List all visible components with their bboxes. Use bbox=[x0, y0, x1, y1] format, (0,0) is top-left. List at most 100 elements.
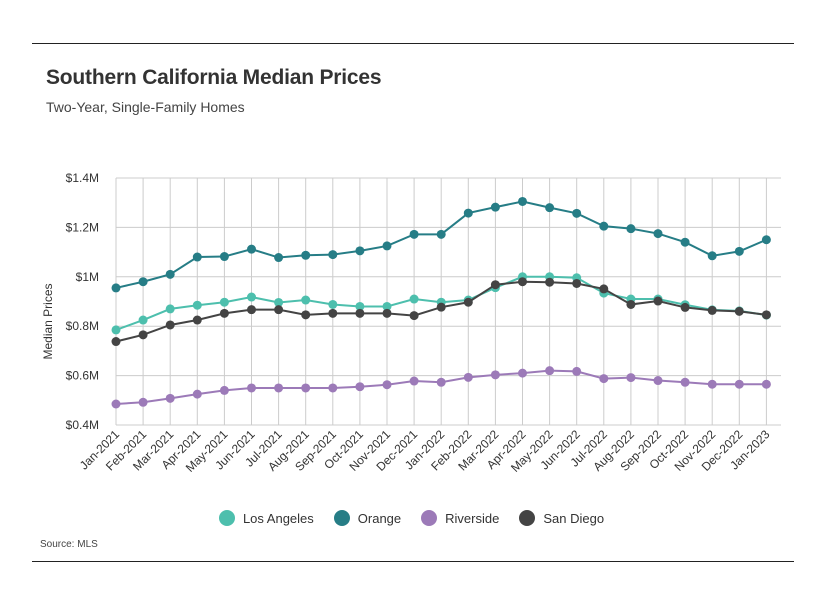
y-tick-label: $0.4M bbox=[66, 418, 99, 432]
data-point bbox=[707, 251, 717, 261]
data-point bbox=[219, 252, 229, 262]
data-point bbox=[572, 278, 582, 288]
data-point bbox=[518, 196, 527, 206]
data-point bbox=[734, 379, 744, 389]
legend-label: San Diego bbox=[543, 510, 605, 526]
data-point bbox=[274, 253, 284, 263]
y-axis-label: Median Prices bbox=[41, 283, 55, 359]
legend-item: Orange bbox=[333, 510, 402, 526]
data-point bbox=[436, 377, 446, 387]
data-point bbox=[599, 374, 609, 384]
data-point bbox=[761, 235, 771, 245]
data-point bbox=[165, 304, 175, 314]
y-tick-label: $0.8M bbox=[66, 319, 99, 333]
data-point bbox=[301, 310, 311, 320]
top-rule bbox=[32, 43, 794, 44]
data-point bbox=[626, 224, 636, 234]
data-point bbox=[165, 320, 175, 330]
data-point bbox=[653, 296, 663, 306]
legend-label: Riverside bbox=[445, 510, 500, 526]
data-point bbox=[355, 308, 365, 318]
data-point bbox=[192, 252, 202, 262]
data-point bbox=[680, 302, 690, 312]
data-point bbox=[490, 370, 500, 380]
data-point bbox=[328, 250, 338, 260]
data-point bbox=[355, 246, 365, 256]
data-point bbox=[518, 277, 527, 287]
y-tick-label: $1.4M bbox=[66, 171, 99, 185]
legend-swatch bbox=[519, 510, 536, 526]
data-point bbox=[382, 380, 392, 390]
data-point bbox=[545, 203, 555, 213]
data-point bbox=[192, 300, 202, 310]
data-point bbox=[219, 297, 229, 307]
y-tick-label: $0.6M bbox=[66, 369, 99, 383]
data-point bbox=[165, 269, 175, 279]
data-point bbox=[301, 383, 311, 393]
legend-item: San Diego bbox=[519, 510, 604, 526]
data-point bbox=[490, 202, 500, 212]
y-tick-label: $1M bbox=[76, 270, 99, 284]
data-point bbox=[328, 383, 338, 393]
data-point bbox=[463, 297, 473, 307]
legend-swatch bbox=[421, 510, 438, 526]
data-point bbox=[382, 301, 392, 311]
data-point bbox=[111, 337, 121, 347]
data-point bbox=[328, 299, 338, 309]
data-point bbox=[572, 208, 582, 218]
data-point bbox=[707, 305, 717, 315]
legend-item: Los Angeles bbox=[218, 510, 314, 526]
data-point bbox=[707, 379, 717, 389]
data-point bbox=[490, 280, 500, 290]
data-point bbox=[219, 385, 229, 395]
data-point bbox=[436, 302, 446, 312]
bottom-rule bbox=[32, 561, 794, 562]
data-point bbox=[545, 366, 555, 376]
data-point bbox=[219, 308, 229, 318]
data-point bbox=[301, 295, 311, 305]
data-point bbox=[734, 246, 744, 256]
data-point bbox=[545, 277, 555, 287]
data-point bbox=[111, 283, 121, 293]
chart-title: Southern California Median Prices bbox=[46, 66, 382, 89]
data-point bbox=[653, 229, 663, 239]
data-point bbox=[382, 241, 392, 251]
data-point bbox=[138, 315, 148, 325]
data-point bbox=[382, 308, 392, 318]
data-point bbox=[138, 397, 148, 407]
data-point bbox=[761, 310, 771, 320]
legend-item: Riverside bbox=[421, 510, 499, 526]
data-point bbox=[680, 237, 690, 247]
data-point bbox=[138, 277, 148, 287]
chart-legend: Los Angeles Orange Riverside San Diego bbox=[0, 510, 823, 526]
data-point bbox=[409, 294, 419, 304]
data-point bbox=[436, 229, 446, 239]
data-point bbox=[274, 383, 284, 393]
data-point bbox=[409, 311, 419, 321]
data-point bbox=[355, 382, 365, 392]
data-point bbox=[274, 297, 284, 307]
legend-swatch bbox=[333, 510, 350, 526]
data-point bbox=[111, 399, 121, 409]
data-point bbox=[274, 305, 284, 315]
data-point bbox=[761, 379, 771, 389]
data-point bbox=[626, 373, 636, 383]
data-point bbox=[463, 208, 473, 218]
data-point bbox=[247, 244, 256, 254]
data-point bbox=[111, 325, 121, 335]
data-point bbox=[165, 393, 175, 403]
legend-label: Orange bbox=[357, 510, 402, 526]
legend-swatch bbox=[218, 510, 235, 526]
data-point bbox=[301, 250, 311, 260]
data-point bbox=[247, 292, 256, 302]
data-point bbox=[355, 301, 365, 311]
data-point bbox=[192, 389, 202, 399]
data-point bbox=[409, 376, 419, 386]
data-point bbox=[328, 308, 338, 318]
data-point bbox=[572, 366, 582, 376]
legend-label: Los Angeles bbox=[242, 510, 314, 526]
data-point bbox=[463, 372, 473, 382]
data-point bbox=[680, 377, 690, 387]
source-note: Source: MLS bbox=[40, 539, 98, 550]
